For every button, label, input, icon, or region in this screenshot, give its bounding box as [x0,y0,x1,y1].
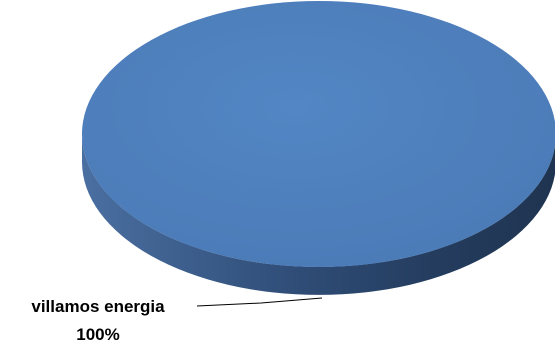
data-label-percent: 100% [76,325,119,344]
pie-slice-villamos-energia [82,1,555,267]
pie-slice-side [82,134,555,295]
data-label-leader-line [196,297,323,307]
data-label-category: villamos energia [31,297,165,316]
